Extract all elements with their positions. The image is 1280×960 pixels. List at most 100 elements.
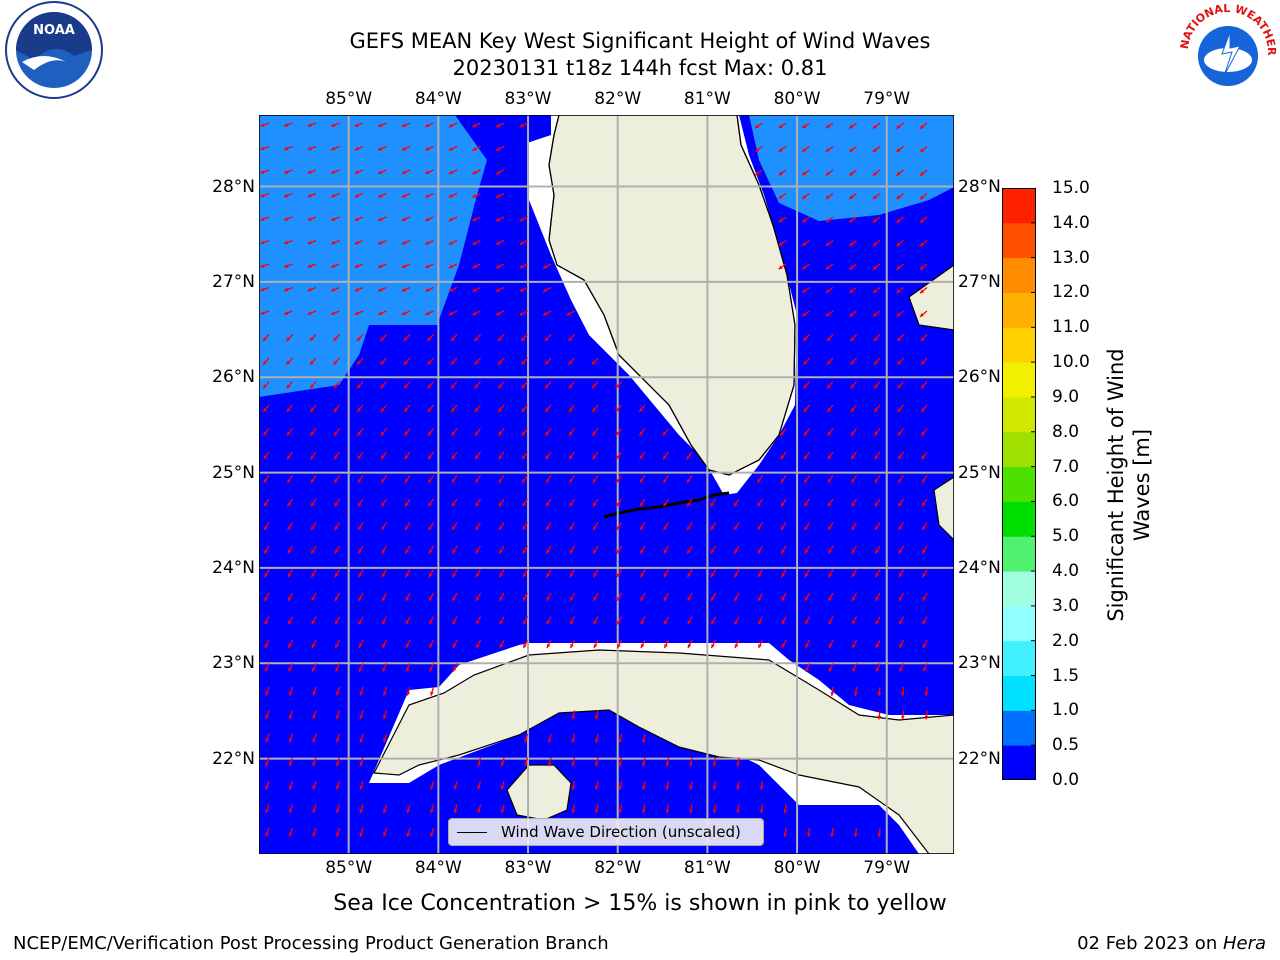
colorbar-tick-label: 10.0 xyxy=(1052,352,1090,373)
wave-arrow-head xyxy=(335,785,340,790)
lat-tick-label: 24°N xyxy=(958,557,1001,578)
wave-arrow-head xyxy=(901,692,905,696)
wave-arrow-head xyxy=(618,785,623,790)
wave-arrow-head xyxy=(288,620,292,625)
wave-arrow-head xyxy=(875,596,880,601)
wave-arrow-head xyxy=(307,123,312,127)
wave-arrow-head xyxy=(448,288,453,292)
wave-arrow-head xyxy=(921,502,926,507)
wave-arrow-head xyxy=(265,762,269,766)
wave-arrow-head xyxy=(265,691,269,696)
wave-arrow-head xyxy=(804,502,808,507)
colorbar-frame xyxy=(1002,188,1036,780)
wave-arrow-head xyxy=(571,762,576,767)
wave-arrow-head xyxy=(663,526,668,531)
lat-tick-label: 22°N xyxy=(212,748,255,769)
wave-arrow-head xyxy=(310,408,315,412)
wave-arrow-head xyxy=(331,146,336,151)
wave-arrow-head xyxy=(522,502,526,507)
wave-arrow-head xyxy=(404,502,409,507)
wave-arrow-head xyxy=(284,170,289,174)
wave-arrow-head xyxy=(401,311,406,316)
colorbar-segment xyxy=(1002,222,1036,259)
wave-arrow-head xyxy=(922,549,926,554)
colorbar-tick-label: 12.0 xyxy=(1052,282,1090,303)
wave-arrow-head xyxy=(430,832,434,837)
wave-arrow-head xyxy=(333,360,338,365)
wave-arrow-head xyxy=(354,146,359,151)
wave-arrow-head xyxy=(687,526,691,531)
wave-arrow-head xyxy=(430,691,434,696)
wave-arrow-head xyxy=(663,455,667,460)
wave-arrow-head xyxy=(778,218,783,223)
wave-arrow-head xyxy=(453,785,458,790)
wave-arrow-head xyxy=(875,549,879,554)
lon-tick-label: 80°W xyxy=(773,89,821,109)
wave-arrow-head xyxy=(802,124,807,129)
svg-text:NOAA: NOAA xyxy=(33,23,75,38)
lon-tick-label: 82°W xyxy=(594,858,642,878)
wave-arrow-head xyxy=(405,620,410,625)
wave-arrow-head xyxy=(286,360,291,365)
wave-arrow-head xyxy=(664,644,668,649)
wave-arrow-head xyxy=(568,384,573,389)
wave-arrow-head xyxy=(354,170,359,174)
wave-arrow-head xyxy=(896,195,901,200)
wave-arrow-head xyxy=(378,170,383,174)
wave-arrow-head xyxy=(712,809,717,814)
wave-arrow-head xyxy=(405,644,410,649)
wave-arrow-head xyxy=(920,124,924,129)
wave-arrow-head xyxy=(851,549,856,554)
wave-arrow-head xyxy=(734,620,739,625)
wave-arrow-head xyxy=(401,217,406,222)
wave-arrow-head xyxy=(333,337,338,342)
wave-arrow-head xyxy=(309,360,314,365)
wave-arrow-head xyxy=(712,786,717,790)
wave-arrow-head xyxy=(920,337,925,342)
wave-arrow-head xyxy=(803,431,808,436)
wave-arrow-head xyxy=(524,762,529,767)
wave-arrow-head xyxy=(924,692,929,696)
wave-arrow-head xyxy=(733,502,738,507)
wave-arrow-head xyxy=(781,526,785,531)
wave-arrow-head xyxy=(593,644,598,649)
wave-arrow-head xyxy=(849,289,854,293)
lat-tick-label: 22°N xyxy=(958,748,1001,769)
wave-arrow-head xyxy=(778,171,783,176)
wave-arrow-head xyxy=(828,667,833,672)
wave-arrow-head xyxy=(897,408,902,412)
wave-arrow-head xyxy=(474,384,479,389)
wave-arrow-head xyxy=(758,620,762,625)
wave-arrow-head xyxy=(452,526,456,531)
wave-arrow-head xyxy=(922,526,926,531)
wave-arrow-head xyxy=(875,667,880,672)
wave-arrow-head xyxy=(617,596,621,601)
wave-arrow-head xyxy=(825,265,830,270)
wave-arrow-head xyxy=(802,218,807,223)
wave-arrow-head xyxy=(547,738,552,743)
wave-arrow-head xyxy=(922,573,926,578)
wave-arrow-head xyxy=(451,455,456,460)
wave-arrow-head xyxy=(499,596,504,601)
wave-arrow-head xyxy=(804,478,808,483)
wave-arrow-head xyxy=(475,549,480,554)
wave-arrow-head xyxy=(498,408,503,412)
wave-arrow-head xyxy=(873,337,878,342)
wave-arrow-head xyxy=(475,526,480,531)
wave-arrow-head xyxy=(521,384,526,389)
wave-arrow-head xyxy=(686,478,691,483)
wave-arrow-head xyxy=(307,217,312,221)
lon-tick-label: 82°W xyxy=(594,89,642,109)
wave-arrow-head xyxy=(521,431,526,436)
wave-arrow-head xyxy=(428,455,432,460)
wave-arrow-head xyxy=(852,620,856,625)
wave-arrow-head xyxy=(827,431,832,436)
wave-arrow-head xyxy=(477,809,481,814)
wave-arrow-head xyxy=(401,123,406,128)
wave-arrow-head xyxy=(382,644,386,649)
wave-arrow-head xyxy=(828,644,833,649)
wave-arrow-head xyxy=(334,573,339,578)
wave-arrow-head xyxy=(872,218,877,223)
wave-arrow-head xyxy=(686,455,691,460)
wave-arrow-head xyxy=(687,596,692,601)
